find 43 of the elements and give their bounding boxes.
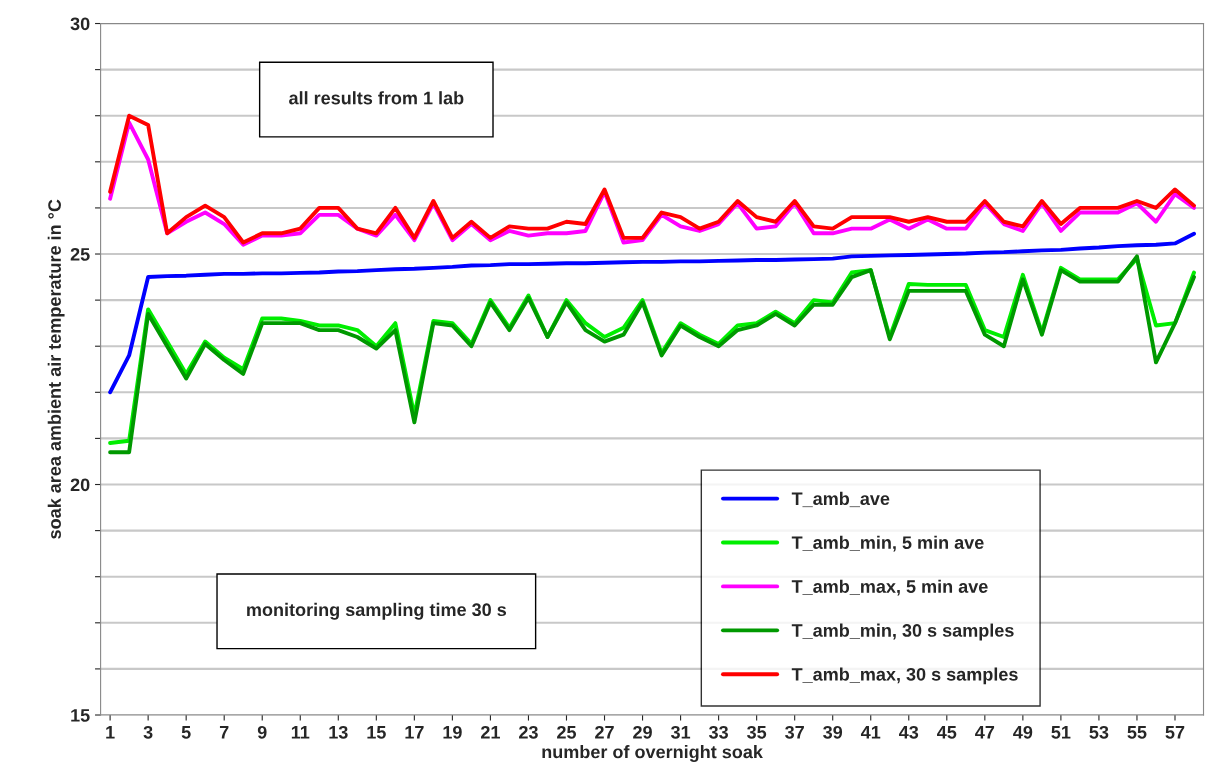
- y-tick-label: 15: [71, 709, 90, 722]
- x-tick-label: 19: [443, 725, 462, 739]
- y-tick-label: 20: [70, 478, 90, 492]
- x-tick-label: 9: [257, 725, 267, 739]
- x-tick-label: 3: [143, 725, 153, 739]
- x-tick-label: 23: [519, 725, 538, 739]
- legend-label: T_amb_ave: [791, 491, 890, 508]
- x-tick-label: 1: [106, 726, 115, 739]
- x-tick-label: 5: [181, 726, 191, 739]
- x-tick-label: 27: [595, 725, 614, 739]
- legend-label: T_amb_min, 5 min ave: [791, 535, 984, 552]
- x-tick-label: 15: [367, 726, 386, 739]
- x-tick-label: 47: [975, 726, 995, 739]
- annotation: all results from 1 lab: [289, 91, 464, 105]
- x-tick-label: 37: [785, 725, 804, 739]
- x-tick-label: 13: [329, 725, 348, 739]
- x-tick-label: 17: [405, 726, 424, 739]
- x-tick-label: 57: [1165, 726, 1185, 739]
- y-tick-label: 30: [70, 17, 90, 31]
- x-tick-label: 41: [860, 726, 881, 739]
- x-tick-label: 45: [937, 726, 957, 739]
- x-tick-label: 53: [1089, 725, 1109, 739]
- y-axis-title: soak area ambient air temperature in °C: [47, 199, 65, 539]
- annotation: monitoring sampling time 30 s: [247, 602, 507, 620]
- x-tick-label: 11: [291, 726, 310, 739]
- y-tick-label: 25: [70, 247, 90, 261]
- x-tick-label: 25: [557, 725, 577, 739]
- line-series: [108, 231, 1196, 395]
- x-tick-label: 55: [1127, 726, 1147, 739]
- x-tick-label: 35: [747, 725, 767, 739]
- x-axis-title: number of overnight soak: [542, 745, 763, 762]
- x-tick-label: 7: [219, 726, 229, 739]
- x-tick-label: 51: [1051, 726, 1071, 739]
- x-tick-label: 43: [899, 725, 919, 739]
- legend-label: T_amb_max, 30 s samples: [791, 667, 1018, 685]
- x-tick-label: 39: [823, 725, 843, 739]
- x-tick-label: 31: [670, 725, 691, 739]
- x-tick-label: 29: [633, 725, 652, 739]
- x-tick-label: 49: [1013, 725, 1033, 739]
- x-tick-label: 21: [481, 725, 500, 739]
- legend-label: T_amb_max, 5 min ave: [791, 579, 988, 596]
- legend-label: T_amb_min, 30 s samples: [791, 623, 1014, 641]
- x-tick-label: 33: [708, 725, 728, 739]
